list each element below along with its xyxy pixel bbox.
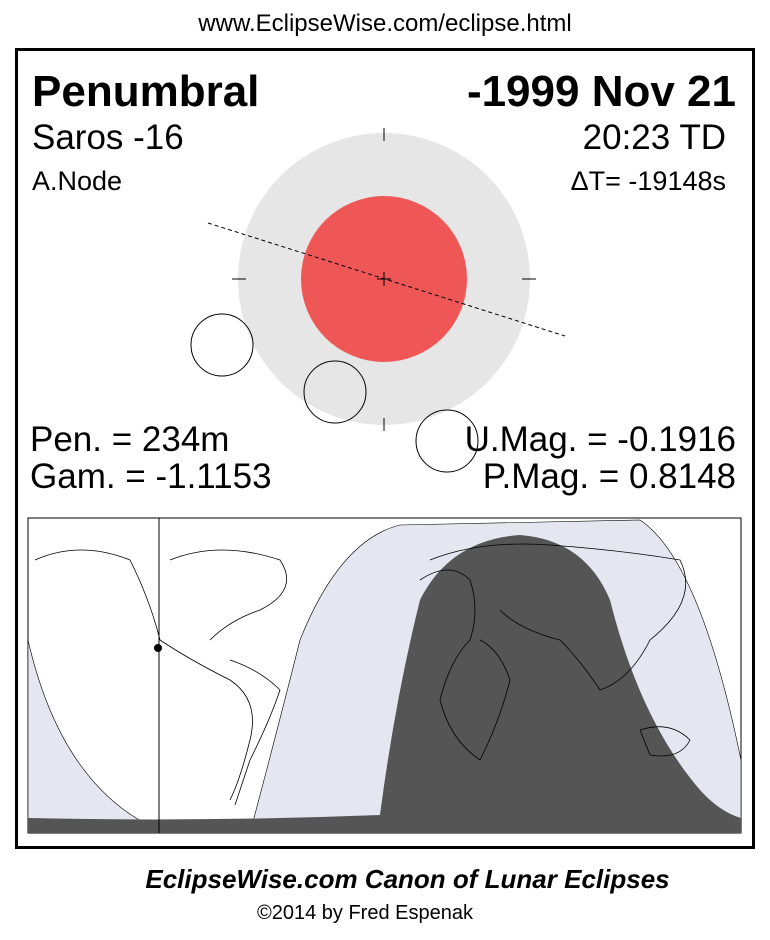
saros: Saros -16	[32, 118, 184, 157]
greatest-eclipse-point	[154, 644, 162, 652]
url-header: www.EclipseWise.com/eclipse.html	[198, 10, 572, 37]
penumbral-duration: Pen. = 234m	[30, 420, 230, 459]
gamma: Gam. = -1.1153	[30, 457, 272, 496]
eclipse-panel	[15, 48, 755, 849]
moon-position-entry	[190, 313, 254, 377]
eclipse-visible-zone	[28, 535, 741, 833]
umbral-magnitude: U.Mag. = -0.1916	[464, 420, 736, 459]
world-map	[27, 517, 742, 834]
moon-position-exit	[415, 409, 479, 473]
footer-title: EclipseWise.com Canon of Lunar Eclipses	[145, 864, 670, 894]
delta-t: ΔT= -19148s	[570, 166, 726, 196]
eclipse-type: Penumbral	[32, 67, 260, 116]
eclipse-time: 20:23 TD	[582, 118, 726, 157]
node: A.Node	[32, 166, 123, 196]
eclipse-date: -1999 Nov 21	[466, 67, 736, 116]
penumbral-magnitude: P.Mag. = 0.8148	[482, 457, 736, 496]
footer-copyright: ©2014 by Fred Espenak	[257, 902, 473, 924]
coastlines	[34, 543, 691, 806]
moon-position-mid	[303, 360, 367, 424]
